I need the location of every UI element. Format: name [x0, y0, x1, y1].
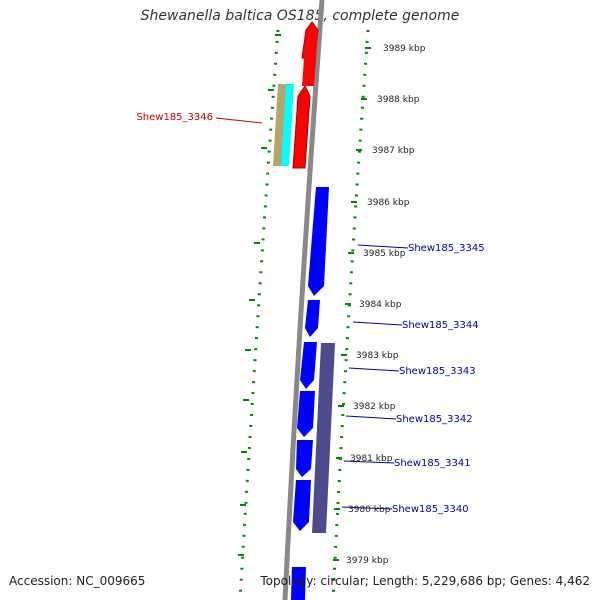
- label-line-3342: [345, 415, 397, 420]
- gene-label-shew185-3340: Shew185_3340: [392, 504, 469, 515]
- label-line-3340: [341, 506, 393, 510]
- reverse-gene-partial: [291, 567, 306, 600]
- tick-label: 3988 kbp: [377, 95, 420, 105]
- inner-major-ticks: [238, 34, 281, 556]
- label-line-3345: [357, 244, 409, 249]
- reverse-gene-arrow-5: [296, 440, 313, 477]
- tick-label: 3987 kbp: [372, 146, 415, 156]
- tick-label: 3986 kbp: [367, 198, 410, 208]
- gene-label-shew185-3344: Shew185_3344: [402, 320, 479, 331]
- label-line-3346: [215, 117, 263, 124]
- tick-label: 3981 kbp: [350, 454, 393, 464]
- label-line-3344: [352, 321, 403, 326]
- cyan-feature: [280, 84, 294, 166]
- tick-labels: 3989 kbp 3988 kbp 3987 kbp 3986 kbp 3985…: [346, 44, 426, 566]
- reverse-gene-arrow-2: [305, 300, 320, 337]
- outer-major-ticks: [333, 47, 371, 561]
- label-line-3343: [348, 367, 400, 372]
- genome-summary: Topology: circular; Length: 5,229,686 bp…: [260, 574, 590, 588]
- gene-label-shew185-3345: Shew185_3345: [408, 243, 485, 254]
- gene-label-shew185-3341: Shew185_3341: [394, 458, 471, 469]
- tick-label: 3980 kbp: [348, 505, 391, 515]
- label-line-3341: [343, 460, 395, 464]
- slate-feature: [312, 343, 335, 533]
- reverse-gene-arrow-1: [308, 187, 329, 296]
- genome-backbone: [282, 0, 325, 600]
- tick-label: 3985 kbp: [363, 249, 406, 259]
- tick-label: 3982 kbp: [353, 402, 396, 412]
- forward-gene-arrow-upper: [302, 32, 318, 86]
- tick-label: 3979 kbp: [346, 556, 389, 566]
- forward-gene-arrow: [292, 85, 311, 169]
- gene-label-shew185-3342: Shew185_3342: [396, 414, 473, 425]
- inner-dotted-ruler: [238, 29, 280, 600]
- map-title: Shewanella baltica OS185, complete genom…: [140, 8, 460, 24]
- gene-labels: Shew185_3346 Shew185_3345 Shew185_3344 S…: [136, 112, 484, 515]
- reverse-gene-arrow-3: [300, 342, 317, 389]
- tick-label: 3983 kbp: [356, 351, 399, 361]
- gene-label-shew185-3343: Shew185_3343: [399, 366, 476, 377]
- tick-label: 3984 kbp: [359, 300, 402, 310]
- gene-label-shew185-3346: Shew185_3346: [136, 112, 213, 123]
- accession-label: Accession: NC_009665: [9, 574, 146, 588]
- olive-feature: [273, 84, 286, 166]
- reverse-gene-arrow-4: [297, 391, 315, 437]
- tick-label: 3989 kbp: [383, 44, 426, 54]
- reverse-gene-arrow-6: [293, 480, 311, 531]
